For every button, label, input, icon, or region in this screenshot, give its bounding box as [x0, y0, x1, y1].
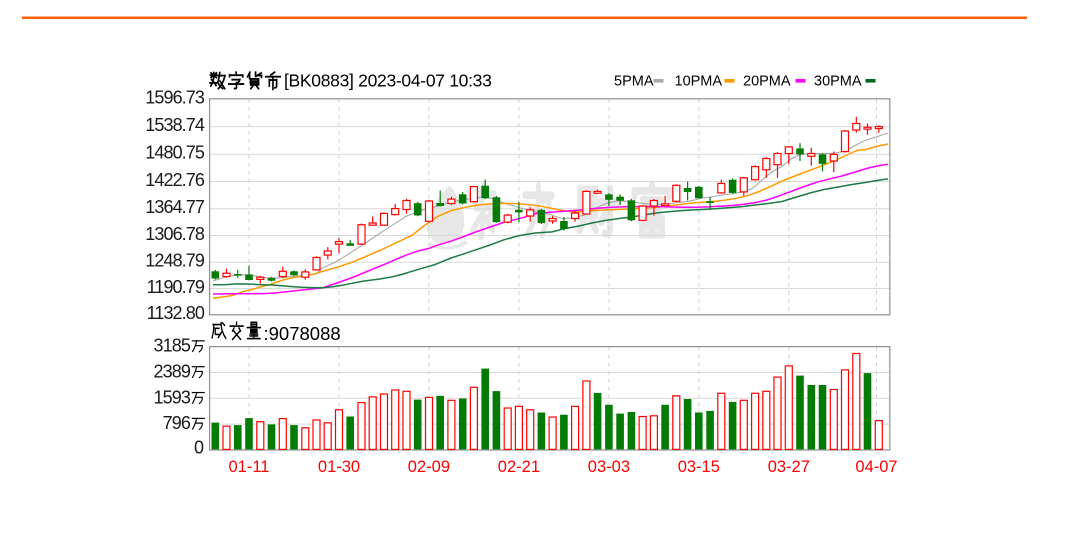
svg-text:1593: 1593	[154, 387, 191, 407]
svg-text:0: 0	[194, 438, 204, 458]
svg-text:1190.79: 1190.79	[147, 277, 205, 297]
svg-text:1480.75: 1480.75	[145, 143, 205, 163]
svg-text:1306.78: 1306.78	[145, 224, 205, 244]
svg-text:1538.74: 1538.74	[145, 115, 205, 135]
svg-text:01-30: 01-30	[318, 458, 360, 476]
svg-text:10PMA: 10PMA	[675, 74, 723, 90]
svg-text:2389: 2389	[154, 362, 191, 382]
svg-text:03-03: 03-03	[588, 458, 630, 476]
svg-text:1596.73: 1596.73	[145, 87, 205, 107]
svg-text:3185: 3185	[154, 336, 191, 356]
svg-text::9078088: :9078088	[264, 323, 341, 344]
svg-text:01-11: 01-11	[229, 458, 270, 476]
svg-text:03-27: 03-27	[768, 458, 810, 476]
svg-text:03-15: 03-15	[678, 458, 720, 476]
svg-text:1364.77: 1364.77	[145, 197, 205, 217]
svg-text:1422.76: 1422.76	[145, 170, 205, 190]
svg-text:04-07: 04-07	[855, 458, 897, 476]
svg-text:796: 796	[163, 413, 191, 433]
svg-text:1132.80: 1132.80	[147, 303, 205, 323]
svg-text:5PMA: 5PMA	[614, 74, 654, 90]
svg-text:30PMA: 30PMA	[814, 74, 862, 90]
svg-text:[BK0883] 2023-04-07 10:33: [BK0883] 2023-04-07 10:33	[284, 71, 492, 91]
svg-text:02-09: 02-09	[408, 458, 450, 476]
svg-text:20PMA: 20PMA	[743, 74, 791, 90]
svg-text:02-21: 02-21	[498, 458, 540, 476]
svg-text:1248.79: 1248.79	[145, 251, 205, 271]
